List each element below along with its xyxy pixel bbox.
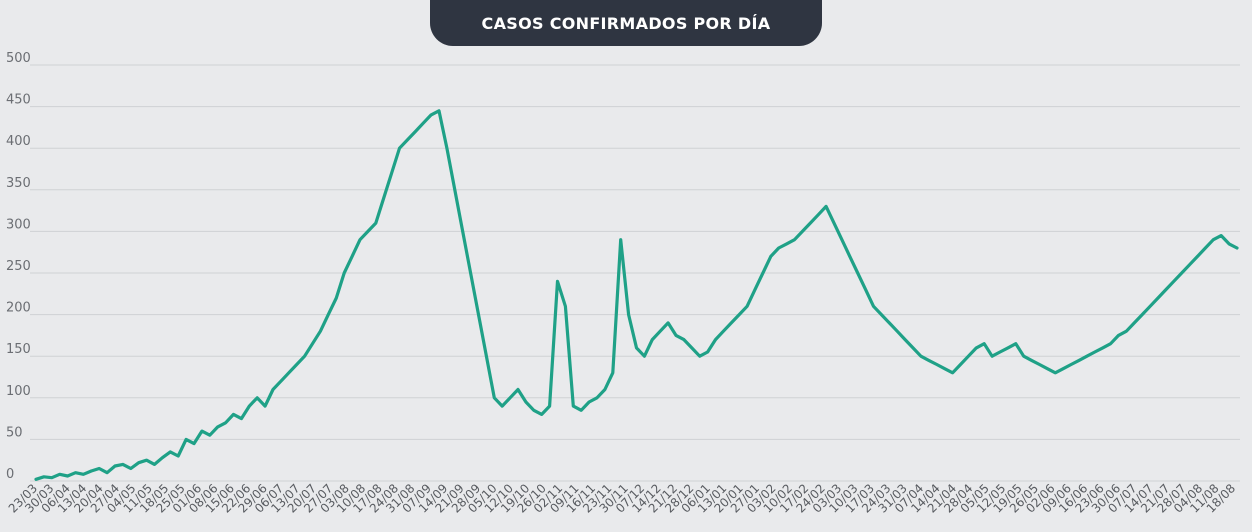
y-axis: 0 50 100 150 200 250 300 350 400 450 500	[6, 51, 31, 482]
y-tick-label: 100	[6, 384, 31, 399]
grid-lines	[30, 64, 1240, 482]
y-tick-label: 300	[6, 217, 31, 232]
y-tick-label: 200	[6, 301, 31, 316]
y-tick-label: 500	[6, 51, 31, 66]
y-tick-label: 0	[6, 467, 14, 482]
y-tick-label: 400	[6, 134, 31, 149]
x-axis: 23/0330/0306/0413/0420/0427/0404/0511/05…	[6, 481, 1238, 515]
y-tick-label: 450	[6, 93, 31, 108]
chart-title: CASOS CONFIRMADOS POR DÍA	[430, 0, 822, 46]
series-line	[34, 109, 1239, 481]
y-tick-label: 150	[6, 342, 31, 357]
y-tick-label: 350	[6, 176, 31, 191]
y-tick-label: 250	[6, 259, 31, 274]
y-tick-label: 50	[6, 425, 23, 440]
